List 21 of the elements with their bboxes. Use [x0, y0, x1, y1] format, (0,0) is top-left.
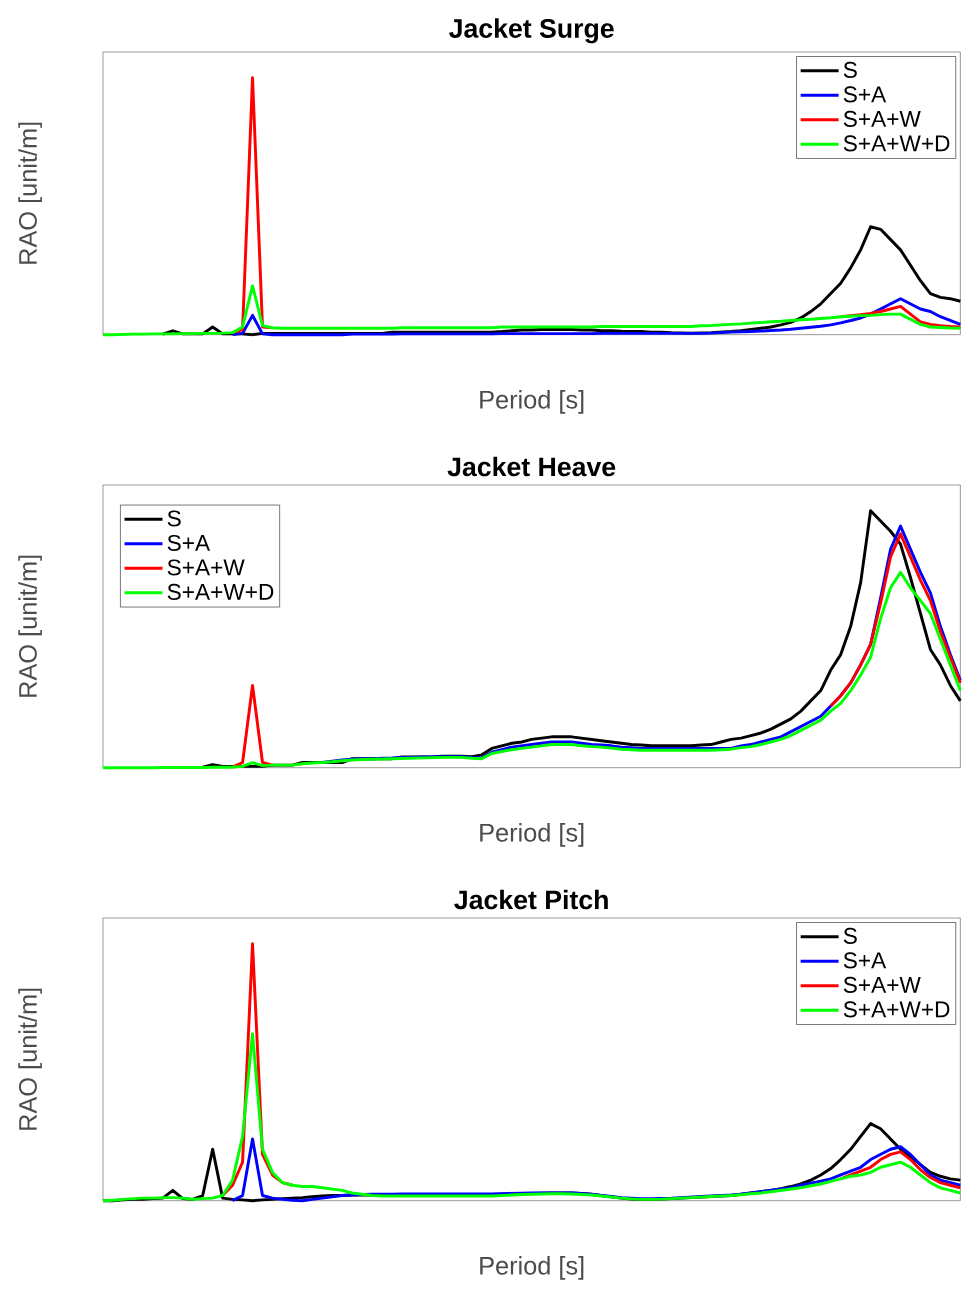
chart-title: Jacket Pitch: [454, 889, 608, 910]
legend-label: S+A+W+D: [843, 1001, 950, 1018]
legend-label: S+A: [843, 86, 887, 103]
legend-label: S: [167, 510, 181, 527]
x-axis-title: Period [s]: [480, 823, 584, 847]
legend-label: S+A+W: [843, 110, 921, 127]
x-axis-title: Period [s]: [480, 390, 584, 414]
legend-label: S+A+W+D: [167, 583, 274, 600]
legend-label: S+A: [167, 534, 211, 551]
legend-label: S+A: [843, 952, 887, 969]
legend-label: S+A+W: [843, 976, 921, 993]
legend-label: S+A+W+D: [843, 135, 950, 152]
legend-label: S: [843, 61, 857, 78]
chart-title: Jacket Heave: [447, 456, 616, 477]
y-axis-title: RAO [unit/m]: [18, 122, 42, 264]
y-axis-title: RAO [unit/m]: [18, 555, 42, 697]
chart-title: Jacket Surge: [449, 18, 614, 44]
legend-label: S: [843, 927, 857, 944]
x-axis-title: Period [s]: [480, 1256, 584, 1280]
legend-label: S+A+W: [167, 559, 245, 576]
y-axis-title: RAO [unit/m]: [18, 988, 42, 1130]
